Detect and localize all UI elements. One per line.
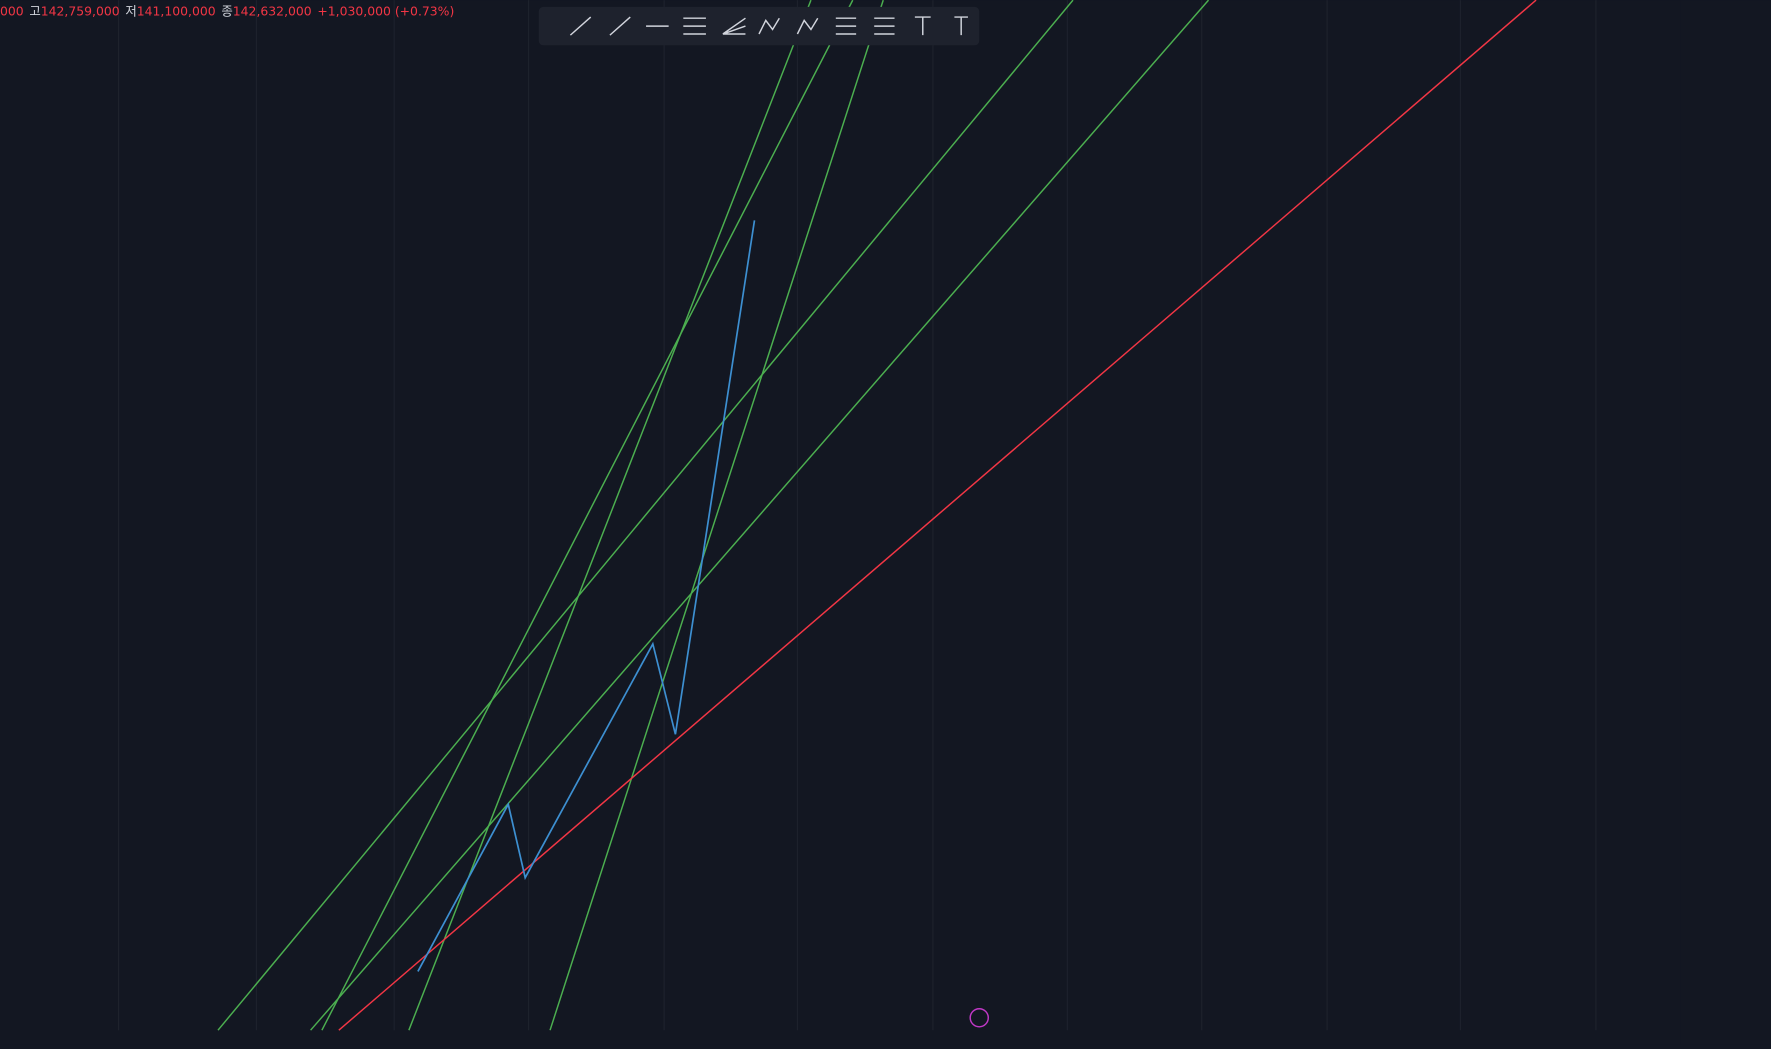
header-item: 저 bbox=[125, 3, 136, 18]
header-item: +1,030,000 (+0.73%) bbox=[317, 3, 454, 18]
header: 000 고142,759,000 저141,100,000 종142,632,000 +… bbox=[0, 3, 454, 18]
price-axis bbox=[1680, 0, 1771, 1045]
alert-icon[interactable] bbox=[969, 1008, 990, 1028]
trend-lines bbox=[217, 0, 1537, 1031]
header-item: 142,759,000 bbox=[41, 3, 120, 18]
header-item: 000 bbox=[0, 3, 24, 18]
drawing-toolbar[interactable] bbox=[538, 6, 980, 46]
header-item: 141,100,000 bbox=[137, 3, 216, 18]
toolbar-icons bbox=[569, 16, 968, 36]
header-item: 고 bbox=[29, 3, 40, 18]
vertical-grid bbox=[118, 0, 1597, 1031]
header-item: 142,632,000 bbox=[233, 3, 312, 18]
header-item: 종 bbox=[221, 3, 232, 18]
